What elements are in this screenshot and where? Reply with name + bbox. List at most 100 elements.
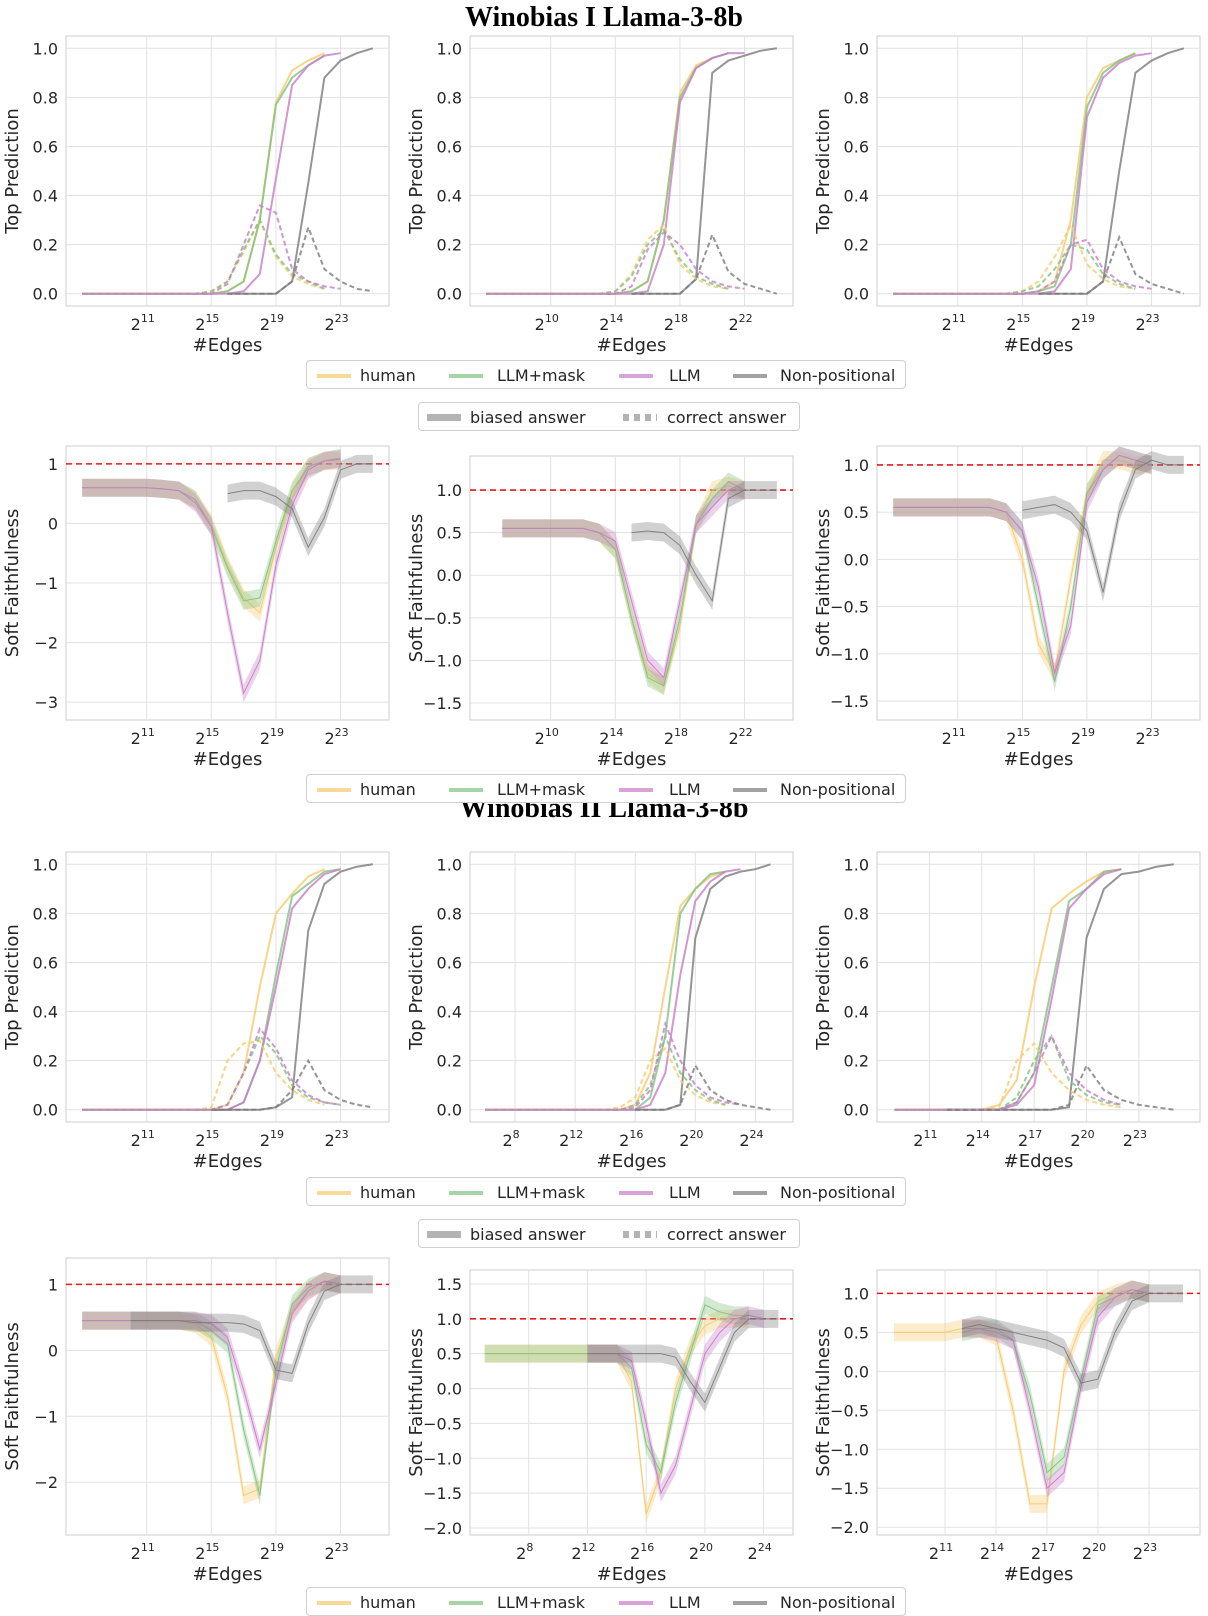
plot-area: [876, 851, 1201, 1123]
plot-area: [65, 35, 390, 307]
y-tick-label: 1.0: [844, 456, 869, 475]
x-tick-exponent: 14: [990, 1541, 1004, 1554]
legend-swatch-llm: [619, 788, 653, 792]
y-tick-label: 0.8: [437, 904, 462, 923]
chart-panel-6: 1.0 0.5 0.0 −0.5 −1.0 −1.5 211 215 219 223 #Edges S…: [813, 445, 1201, 770]
band-non-positional: [130, 1275, 373, 1383]
legend-swatch-human: [317, 1191, 351, 1195]
x-tick-exponent: 24: [758, 1541, 772, 1554]
y-tick-label: 0.5: [437, 524, 462, 543]
legend-label-human: human: [360, 1593, 416, 1612]
x-tick-exponent: 11: [141, 312, 155, 325]
x-tick-exponent: 20: [1092, 1541, 1106, 1554]
y-axis-label: Top Prediction: [406, 108, 427, 235]
x-tick-label: 222: [728, 726, 752, 748]
y-tick-label: 0.2: [844, 1052, 869, 1071]
y-tick-label: 0.8: [844, 88, 869, 107]
x-tick-exponent: 15: [1016, 312, 1030, 325]
band-non-positional: [962, 1284, 1183, 1393]
y-tick-label: 0.2: [437, 236, 462, 255]
legend-label-llm-mask: LLM+mask: [497, 1593, 586, 1612]
series-line-non-positional-correct: [211, 1058, 374, 1111]
x-tick-label: 212: [559, 1128, 583, 1150]
y-tick-label: 0.6: [844, 137, 869, 156]
y-tick-label: −1.5: [830, 1479, 869, 1498]
y-tick-label: 1.0: [437, 481, 462, 500]
x-tick-label: 219: [1071, 726, 1095, 748]
x-tick-exponent: 23: [1133, 1128, 1147, 1141]
chart-panel-1: 0.0 0.2 0.4 0.6 0.8 1.0 211 215 219 223 #Edges Top …: [2, 35, 390, 356]
series-line-non-positional: [961, 1292, 1183, 1384]
series-line-human: [894, 1288, 1150, 1505]
legend-swatch-llm: [619, 1191, 653, 1195]
y-tick-label: 0.8: [33, 904, 58, 923]
y-tick-label: 1.0: [844, 39, 869, 58]
x-tick-label: 223: [1135, 726, 1159, 748]
x-tick-exponent: 24: [750, 1128, 764, 1141]
method-legend: human LLM+mask LLM Non-positional: [306, 360, 906, 389]
y-tick-label: 0.0: [437, 1101, 462, 1120]
series-line-llm-correct: [486, 231, 745, 295]
series-line-llm-correct: [82, 204, 341, 295]
y-axis-label: Soft Faithfulness: [813, 509, 834, 657]
y-tick-label: −1.0: [423, 1449, 462, 1468]
plot-area: [876, 35, 1201, 307]
band-non-positional: [631, 481, 777, 610]
x-tick-exponent: 23: [335, 1128, 349, 1141]
band-llm: [82, 1272, 341, 1459]
y-tick-label: −2: [34, 1473, 58, 1492]
y-tick-label: 0.6: [844, 953, 869, 972]
legend-swatch-llm-mask: [449, 374, 483, 378]
series-line-llm-correct: [485, 1020, 741, 1111]
y-tick-label: 0.2: [844, 236, 869, 255]
chart-panel-7: 0.0 0.2 0.4 0.6 0.8 1.0 211 215 219 223 #Edges Top …: [2, 851, 390, 1172]
y-tick-label: 0.0: [33, 1101, 58, 1120]
band-llm-mask: [82, 448, 341, 610]
legend-swatch-correct: [623, 1231, 657, 1238]
x-tick-label: 214: [599, 312, 623, 334]
y-tick-label: 0.8: [437, 88, 462, 107]
x-tick-exponent: 19: [270, 312, 284, 325]
x-tick-exponent: 19: [270, 726, 284, 739]
y-tick-label: 0.2: [437, 1052, 462, 1071]
x-tick-label: 219: [1071, 312, 1095, 334]
x-tick-exponent: 23: [1146, 312, 1160, 325]
chart-panel-12: 1.0 0.5 0.0 −0.5 −1.0 −1.5 −2.0 211 214 217 220 223…: [813, 1269, 1201, 1585]
x-tick-label: 211: [929, 1541, 953, 1563]
x-tick-label: 215: [195, 726, 219, 748]
x-tick-label: 214: [966, 1128, 990, 1150]
x-axis-label: #Edges: [193, 749, 263, 770]
x-tick-exponent: 12: [569, 1128, 583, 1141]
legend-swatch-human: [317, 788, 351, 792]
x-tick-label: 211: [942, 726, 966, 748]
x-tick-label: 211: [131, 726, 155, 748]
legend-swatch-llm: [619, 374, 653, 378]
chart-panel-11: 1.51.00.50.0−0.5−1.0−1.5−2.028 212 216 220 2…: [406, 1269, 794, 1585]
y-tick-label: 0.0: [844, 285, 869, 304]
legend-swatch-llm: [619, 1601, 653, 1605]
x-tick-label: 223: [324, 726, 348, 748]
y-tick-label: 0.2: [33, 236, 58, 255]
legend-swatch-biased: [427, 414, 461, 421]
x-tick-exponent: 11: [141, 1128, 155, 1141]
x-tick-label: 28: [516, 1541, 533, 1563]
y-tick-label: 0.0: [437, 1380, 462, 1399]
band-llm-mask: [962, 1280, 1149, 1482]
x-tick-exponent: 15: [205, 312, 219, 325]
x-tick-label: 211: [131, 1541, 155, 1563]
legend-swatch-non-positional: [733, 788, 767, 792]
x-axis-label: #Edges: [193, 1151, 263, 1172]
legend-label-biased: biased answer: [470, 408, 586, 427]
band-llm: [962, 1280, 1149, 1498]
legend-swatch-correct: [623, 414, 657, 421]
legend-label-llm: LLM: [669, 1183, 701, 1202]
y-tick-label: 0.4: [437, 187, 462, 206]
x-tick-label: 220: [1082, 1541, 1106, 1563]
x-tick-exponent: 19: [270, 1541, 284, 1554]
plot-area: [469, 35, 794, 307]
x-tick-exponent: 11: [923, 1128, 937, 1141]
y-tick-label: 0.6: [33, 953, 58, 972]
y-tick-label: −0.5: [423, 1414, 462, 1433]
plot-area: [876, 445, 1201, 721]
x-tick-exponent: 17: [1028, 1128, 1042, 1141]
